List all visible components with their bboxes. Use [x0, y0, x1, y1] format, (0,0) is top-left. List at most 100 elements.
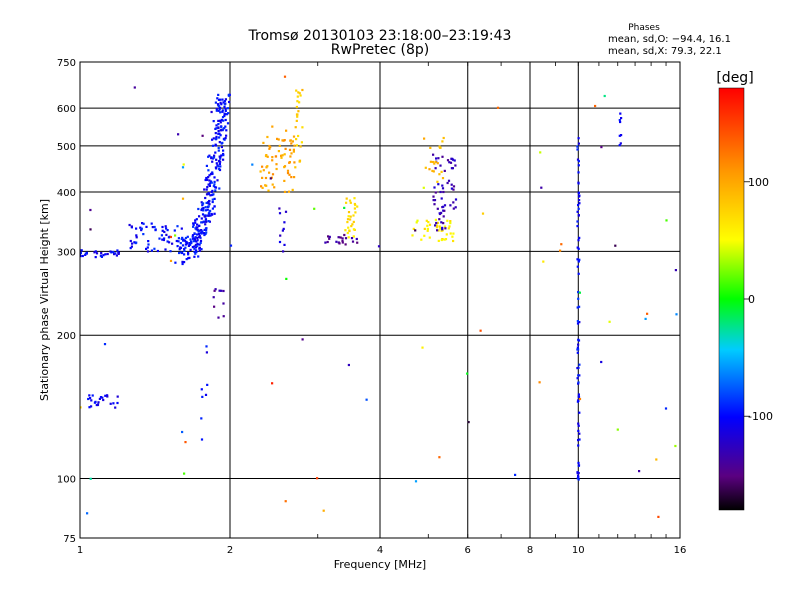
data-point: [344, 243, 347, 246]
phase-header: Phases: [628, 23, 660, 33]
data-point: [177, 133, 180, 136]
data-point: [215, 124, 218, 127]
x-axis-label: Frequency [MHz]: [334, 558, 426, 571]
data-point: [166, 229, 169, 232]
data-point: [179, 242, 182, 245]
data-point: [655, 458, 658, 461]
data-point: [203, 188, 206, 191]
data-point: [271, 125, 274, 128]
data-point: [217, 126, 220, 130]
data-point: [577, 444, 580, 447]
data-point: [192, 223, 195, 226]
data-point: [275, 167, 278, 171]
data-point: [539, 151, 542, 154]
data-point: [614, 244, 617, 247]
data-point: [187, 257, 190, 260]
data-point: [577, 393, 580, 396]
data-point: [261, 176, 264, 179]
data-point: [576, 145, 579, 148]
y-tick-label: 200: [57, 331, 76, 342]
data-point: [212, 185, 215, 188]
data-point: [345, 201, 348, 204]
data-point: [290, 152, 293, 155]
data-point: [89, 208, 92, 212]
data-point: [452, 201, 455, 204]
data-point: [211, 189, 214, 192]
data-point: [219, 119, 222, 122]
data-point: [451, 235, 454, 238]
data-point: [222, 302, 225, 305]
data-point: [210, 212, 213, 216]
data-point: [440, 211, 443, 214]
data-point: [198, 224, 201, 227]
data-point: [301, 126, 304, 129]
data-point: [205, 193, 209, 196]
data-point: [439, 227, 442, 230]
data-point: [434, 224, 437, 227]
data-point: [266, 135, 269, 139]
data-point: [131, 242, 134, 245]
grid-lines: [80, 62, 680, 538]
y-tick-label: 750: [57, 58, 76, 69]
data-point: [577, 164, 580, 167]
data-point: [297, 110, 300, 113]
data-point: [86, 512, 89, 515]
y-tick-label: 300: [57, 247, 76, 258]
data-point: [208, 182, 212, 185]
data-point: [226, 122, 230, 125]
data-point: [603, 94, 606, 98]
data-point: [285, 129, 288, 132]
data-point: [210, 181, 213, 184]
data-point: [428, 223, 432, 226]
data-point: [207, 169, 210, 172]
data-point: [200, 217, 203, 220]
data-point: [578, 411, 581, 414]
data-point: [204, 196, 207, 200]
data-point: [218, 162, 221, 165]
data-point: [266, 155, 269, 158]
data-point: [224, 108, 227, 111]
data-point: [437, 239, 440, 242]
data-point: [207, 183, 210, 186]
data-point: [205, 188, 208, 191]
data-point: [264, 176, 268, 180]
data-point: [178, 248, 181, 251]
data-point: [646, 312, 649, 315]
data-point: [223, 114, 226, 118]
data-point: [341, 237, 344, 240]
y-tick-label: 600: [57, 104, 76, 115]
data-point: [225, 134, 228, 137]
data-point: [222, 315, 225, 318]
data-point: [271, 156, 274, 159]
data-point: [290, 142, 293, 145]
data-point: [142, 233, 145, 236]
data-point: [214, 151, 217, 154]
data-point: [577, 272, 580, 275]
data-point: [577, 478, 580, 481]
data-point: [450, 187, 453, 190]
data-point: [116, 395, 119, 398]
data-point: [169, 250, 172, 253]
data-point: [428, 168, 431, 171]
data-point: [199, 241, 202, 244]
data-point: [301, 338, 304, 341]
data-point: [297, 134, 300, 138]
data-point: [215, 107, 218, 110]
data-point: [275, 163, 278, 166]
data-point: [218, 155, 221, 158]
data-point: [188, 243, 191, 246]
data-point: [286, 172, 290, 175]
data-point: [209, 180, 213, 183]
data-point: [577, 239, 580, 242]
data-point: [294, 126, 297, 129]
data-point: [211, 171, 214, 174]
data-point: [437, 183, 440, 186]
data-point: [222, 101, 225, 104]
data-point: [204, 209, 208, 212]
data-point: [194, 252, 197, 255]
data-point: [193, 245, 196, 248]
data-point: [278, 240, 282, 244]
data-point: [438, 225, 441, 228]
data-point: [145, 247, 148, 250]
data-point: [213, 205, 216, 208]
